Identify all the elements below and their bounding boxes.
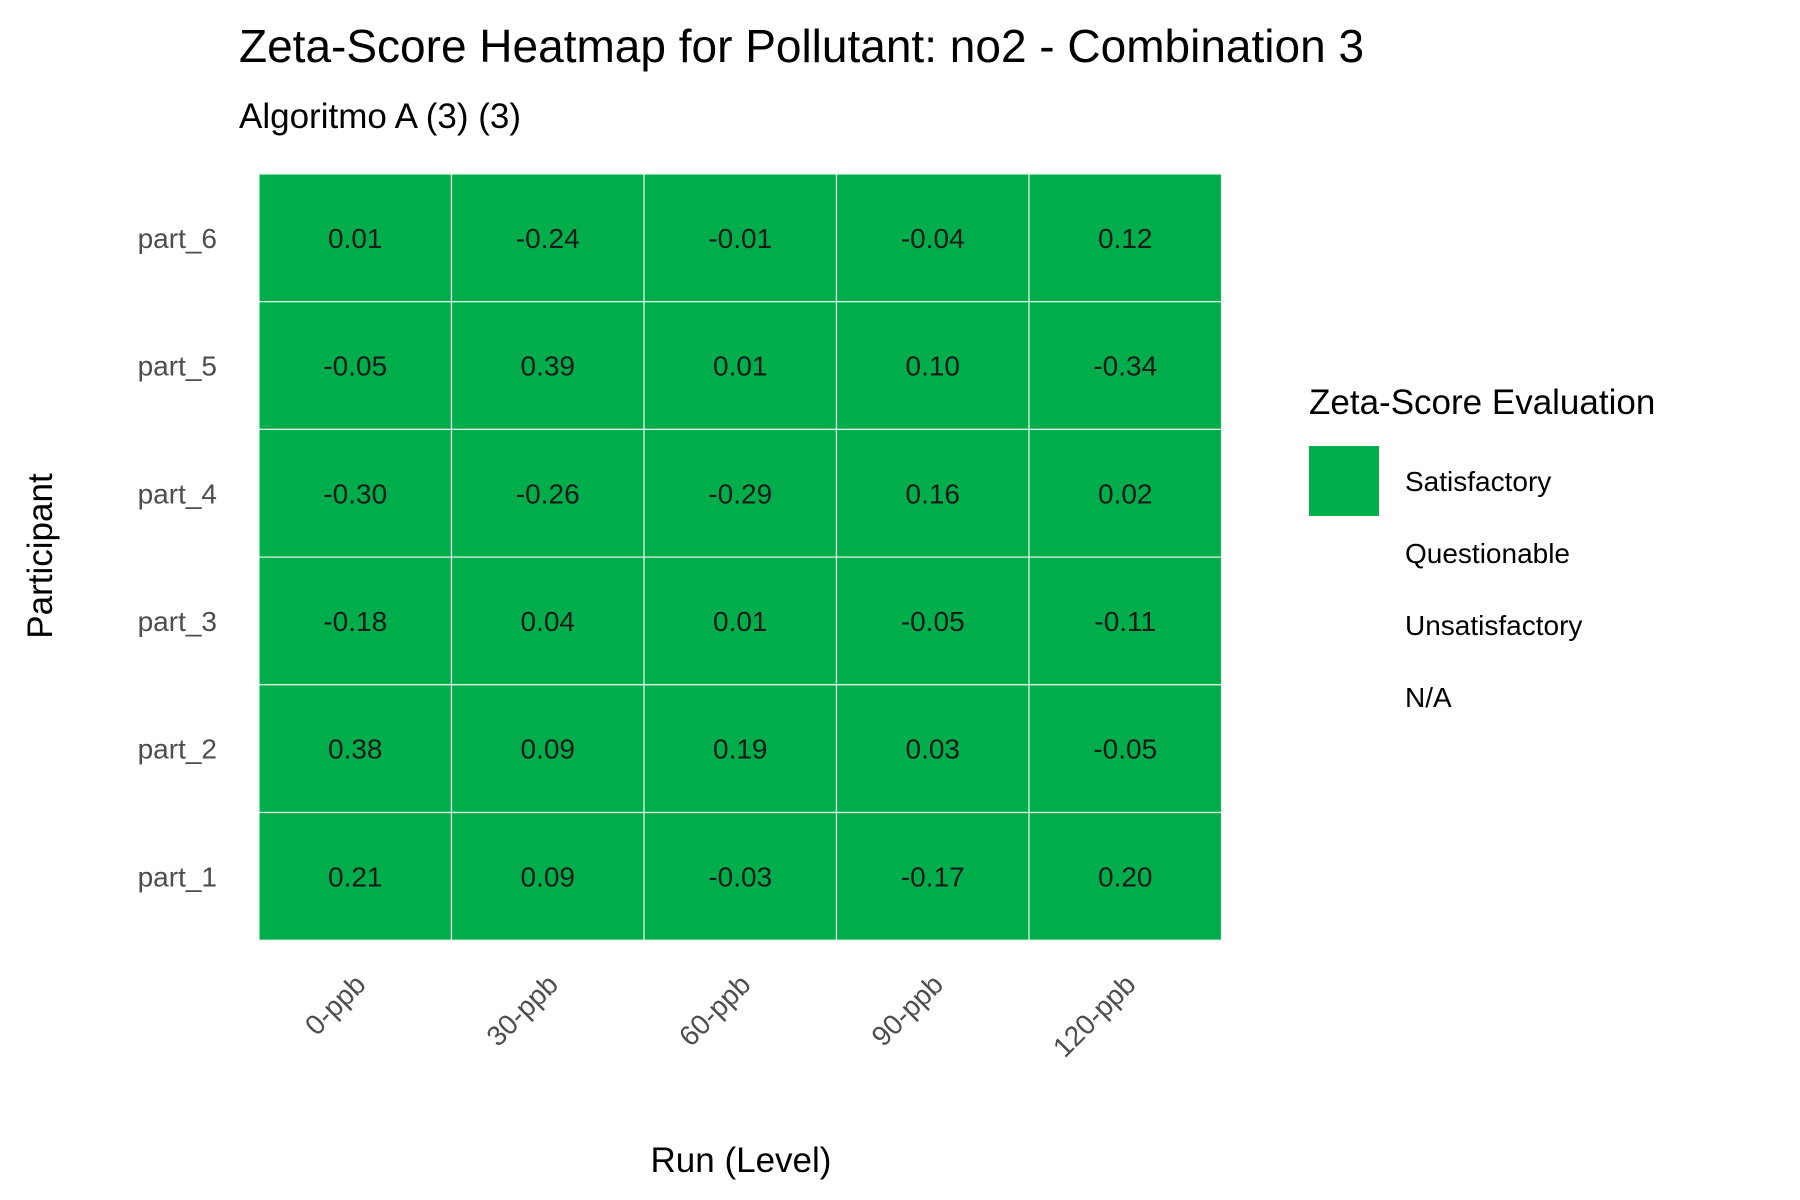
- cell-value-label: -0.05: [1093, 734, 1157, 765]
- heatmap-cell: [1028, 811, 1223, 941]
- cell-value-label: -0.26: [516, 478, 580, 509]
- cell-value-label: 0.01: [713, 351, 768, 382]
- cell-value-label: 0.09: [521, 861, 576, 892]
- heatmap-cell: [258, 301, 453, 431]
- x-tick-label: 30-ppb: [480, 969, 564, 1053]
- heatmap-cell: [835, 556, 1030, 686]
- cell-value-label: 0.09: [521, 734, 576, 765]
- y-tick-label: part_1: [138, 861, 217, 892]
- cell-value-label: -0.11: [1094, 606, 1156, 637]
- x-tick-label: 60-ppb: [673, 969, 757, 1053]
- heatmap-cell: [643, 301, 838, 431]
- cell-value-label: 0.20: [1098, 861, 1153, 892]
- y-axis-ticks: part_6 part_5 part_4 part_3 part_2 part_1: [138, 223, 217, 892]
- heatmap-cell: [1028, 684, 1223, 814]
- cell-value-label: 0.04: [521, 606, 576, 637]
- heatmap-cell: [835, 428, 1030, 558]
- heatmap-cell: [643, 684, 838, 814]
- cell-value-label: -0.34: [1093, 351, 1157, 382]
- cell-value-label: -0.01: [708, 223, 772, 254]
- cell-value-label: 0.16: [906, 478, 961, 509]
- cell-value-label: -0.17: [901, 861, 965, 892]
- heatmap-cell: [1028, 301, 1223, 431]
- heatmap-cell: [450, 173, 645, 303]
- x-axis-title: Run (Level): [651, 1141, 832, 1180]
- x-tick-label: 90-ppb: [865, 969, 949, 1053]
- legend-label: N/A: [1405, 682, 1452, 713]
- heatmap-cell: [1028, 428, 1223, 558]
- cell-value-label: 0.39: [521, 351, 576, 382]
- y-tick-label: part_4: [138, 478, 217, 509]
- heatmap-cell: [258, 173, 453, 303]
- legend-label: Satisfactory: [1405, 466, 1551, 497]
- legend-title: Zeta-Score Evaluation: [1309, 383, 1655, 422]
- heatmap-cell: [450, 684, 645, 814]
- cell-value-label: -0.05: [901, 606, 965, 637]
- cell-value-label: 0.12: [1098, 223, 1153, 254]
- y-tick-label: part_2: [138, 734, 217, 765]
- heatmap-cell: [450, 428, 645, 558]
- heatmap-cell: [258, 684, 453, 814]
- cell-value-label: -0.05: [323, 351, 387, 382]
- cell-value-label: -0.24: [516, 223, 580, 254]
- heatmap-cells: 0.01 -0.24 -0.01 -0.04 0.12 -0.05 0.39 0.01 0.10…: [258, 173, 1223, 941]
- heatmap-cell: [1028, 556, 1223, 686]
- heatmap-cell: [643, 428, 838, 558]
- chart-title: Zeta-Score Heatmap for Pollutant: no2 - …: [239, 20, 1364, 72]
- cell-value-label: -0.29: [708, 478, 772, 509]
- x-tick-label: 0-ppb: [299, 969, 372, 1042]
- cell-value-label: 0.01: [328, 223, 383, 254]
- cell-value-label: -0.04: [901, 223, 965, 254]
- legend-entries: Satisfactory Questionable Unsatisfactory N/…: [1309, 446, 1582, 713]
- heatmap-cell: [1028, 173, 1223, 303]
- x-axis-ticks: 0-ppb 30-ppb 60-ppb 90-ppb 120-ppb: [299, 969, 1142, 1064]
- chart-subtitle: Algoritmo A (3) (3): [239, 97, 521, 136]
- x-tick-label: 120-ppb: [1047, 969, 1142, 1064]
- cell-value-label: -0.03: [708, 861, 772, 892]
- heatmap-cell: [450, 556, 645, 686]
- heatmap-cell: [643, 173, 838, 303]
- cell-value-label: 0.10: [906, 351, 961, 382]
- cell-value-label: 0.01: [713, 606, 768, 637]
- cell-value-label: 0.21: [328, 861, 383, 892]
- heatmap-cell: [643, 556, 838, 686]
- legend-label: Unsatisfactory: [1405, 610, 1582, 641]
- y-tick-label: part_3: [138, 606, 217, 637]
- heatmap-cell: [835, 173, 1030, 303]
- y-axis-title: Participant: [21, 473, 60, 639]
- legend-label: Questionable: [1405, 538, 1570, 569]
- cell-value-label: 0.19: [713, 734, 768, 765]
- cell-value-label: 0.02: [1098, 478, 1153, 509]
- heatmap-cell: [643, 811, 838, 941]
- heatmap-cell: [258, 556, 453, 686]
- cell-value-label: 0.03: [906, 734, 961, 765]
- legend-key: [1309, 446, 1379, 516]
- heatmap-cell: [835, 811, 1030, 941]
- cell-value-label: 0.38: [328, 734, 383, 765]
- heatmap-cell: [450, 811, 645, 941]
- y-tick-label: part_6: [138, 223, 217, 254]
- legend: Zeta-Score Evaluation Satisfactory Questi…: [1309, 383, 1655, 713]
- cell-value-label: -0.30: [323, 478, 387, 509]
- cell-value-label: -0.18: [323, 606, 387, 637]
- y-tick-label: part_5: [138, 351, 217, 382]
